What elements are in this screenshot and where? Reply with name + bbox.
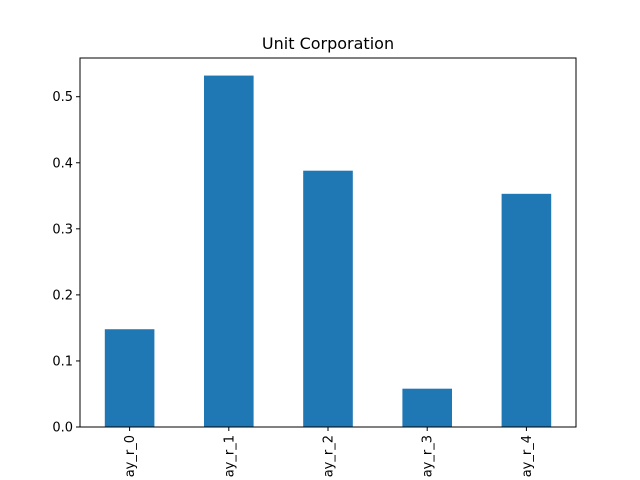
y-tick-label: 0.2 <box>52 288 73 303</box>
x-tick-label: ay_r_2 <box>322 435 337 477</box>
bar-ay_r_3 <box>402 388 452 427</box>
chart-title: Unit Corporation <box>262 34 394 53</box>
x-tick-label: ay_r_3 <box>421 435 436 477</box>
bar-ay_r_4 <box>501 193 552 427</box>
bars-group <box>104 75 552 427</box>
y-axis: 0.0 0.1 0.2 0.3 0.4 0.5 <box>52 90 80 436</box>
plot-frame <box>79 57 577 428</box>
x-tick-label: ay_r_1 <box>222 435 237 477</box>
x-tick-label: ay_r_4 <box>520 435 535 477</box>
bar-ay_r_0 <box>104 329 155 427</box>
x-axis: ay_r_0 ay_r_1 ay_r_2 ay_r_3 ay_r_4 <box>123 427 535 477</box>
y-tick-label: 0.1 <box>52 354 73 369</box>
y-tick-label: 0.0 <box>52 421 73 436</box>
y-tick-label: 0.5 <box>52 90 73 105</box>
bar-ay_r_1 <box>204 75 254 427</box>
bar-ay_r_2 <box>303 170 353 427</box>
y-tick-label: 0.3 <box>52 222 73 237</box>
y-tick-label: 0.4 <box>52 156 73 171</box>
x-tick-label: ay_r_0 <box>123 435 138 477</box>
